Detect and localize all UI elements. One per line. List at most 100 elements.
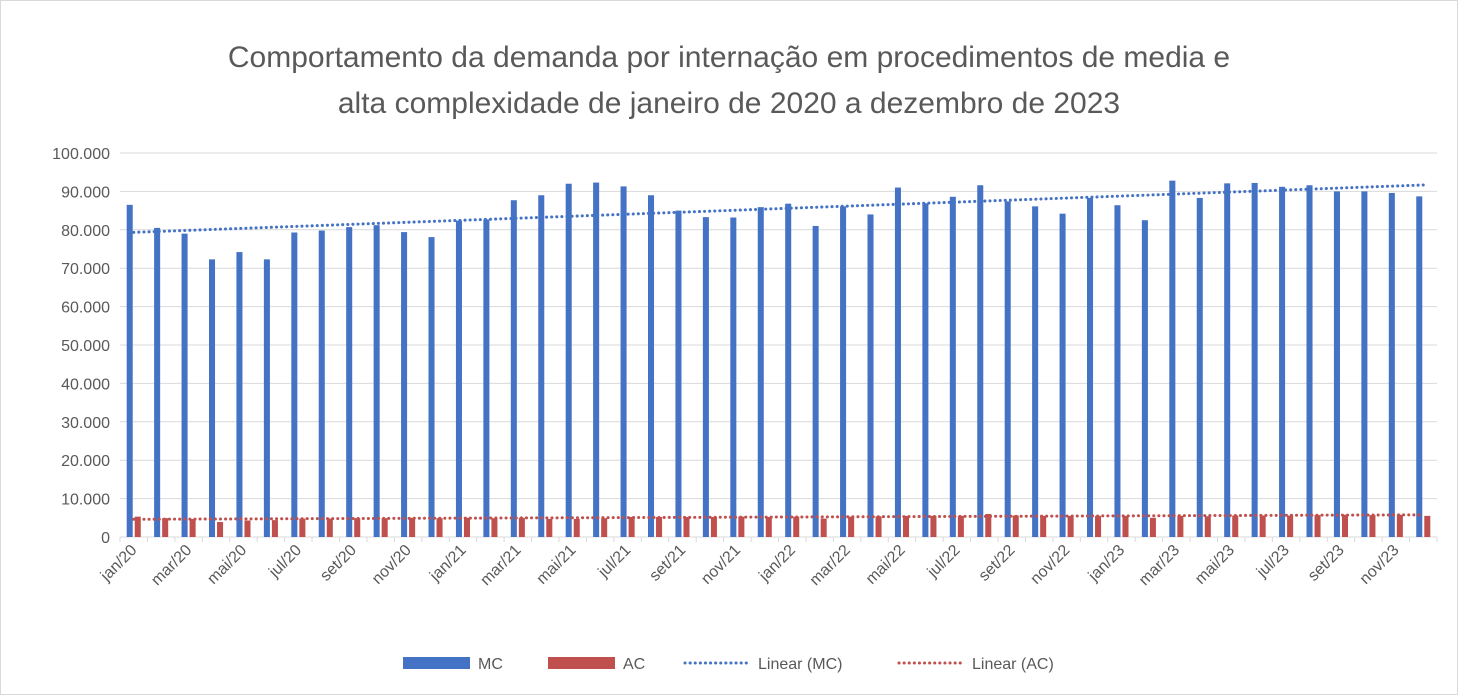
bar <box>1333 191 1340 537</box>
bar <box>1232 515 1239 537</box>
bar <box>162 518 169 537</box>
bar <box>1396 514 1403 537</box>
y-tick-label: 50.000 <box>61 338 110 355</box>
y-tick-label: 10.000 <box>61 492 110 509</box>
bar <box>601 518 608 537</box>
bar <box>875 516 882 537</box>
bar <box>710 517 717 537</box>
bar <box>181 233 188 537</box>
bar <box>1141 220 1148 537</box>
bar <box>1314 515 1321 537</box>
bar <box>848 516 855 537</box>
bar <box>675 210 682 537</box>
bar <box>647 195 655 538</box>
bar <box>1040 515 1047 537</box>
bar <box>867 214 874 537</box>
bar <box>263 259 270 537</box>
trendline <box>132 183 1425 234</box>
bar <box>949 196 956 537</box>
bar <box>593 182 600 537</box>
bar <box>840 206 847 537</box>
bar <box>126 204 133 537</box>
bar <box>1196 197 1203 538</box>
bar <box>957 515 964 537</box>
bar <box>820 518 827 537</box>
bar <box>785 203 792 538</box>
y-tick-label: 0 <box>101 530 110 547</box>
legend-swatch <box>548 657 615 669</box>
chart-title: alta complexidade de janeiro de 2020 a d… <box>338 87 1120 120</box>
bar <box>1224 183 1231 537</box>
bar <box>1004 201 1011 537</box>
bar <box>236 252 243 537</box>
bar <box>1032 206 1039 537</box>
y-tick-label: 30.000 <box>61 415 110 432</box>
bar <box>271 520 278 537</box>
y-tick-label: 20.000 <box>61 453 110 470</box>
bar <box>922 203 929 537</box>
bar <box>217 522 224 537</box>
chart-title: Comportamento da demanda por internação … <box>228 41 1230 74</box>
bar <box>1095 515 1102 537</box>
bar <box>1086 197 1094 538</box>
bar <box>1287 515 1294 537</box>
bar <box>730 217 737 537</box>
bar <box>346 227 353 537</box>
bar <box>326 518 333 537</box>
bar <box>518 517 525 537</box>
bar <box>1012 515 1019 537</box>
bar <box>573 518 580 537</box>
bar <box>1149 517 1156 537</box>
legend-swatch <box>403 657 470 669</box>
bar <box>299 518 306 537</box>
bar <box>765 517 772 537</box>
bar <box>620 186 627 537</box>
bar <box>1424 515 1431 537</box>
bar <box>455 220 462 538</box>
legend-label: MC <box>478 656 503 673</box>
bar <box>1341 514 1349 537</box>
bar <box>1369 515 1376 537</box>
bar <box>134 516 141 537</box>
bar <box>1416 196 1423 537</box>
y-tick-label: 100.000 <box>52 146 110 163</box>
bar <box>793 516 800 537</box>
bar <box>1067 515 1074 537</box>
bar <box>546 518 553 537</box>
y-tick-label: 60.000 <box>61 300 110 317</box>
bar <box>628 517 635 537</box>
bar <box>244 520 251 537</box>
bar <box>757 207 764 538</box>
bar <box>1169 180 1176 537</box>
bar <box>436 518 443 537</box>
bar <box>1059 213 1066 537</box>
bar <box>291 232 298 537</box>
bar <box>894 187 901 537</box>
bar <box>930 515 937 537</box>
bar <box>381 518 388 537</box>
bar <box>401 232 408 537</box>
bar <box>354 518 361 537</box>
y-tick-label: 40.000 <box>61 376 110 393</box>
bar <box>1251 182 1258 537</box>
bar <box>538 195 545 538</box>
bar <box>409 517 416 537</box>
bar <box>1361 191 1368 537</box>
y-tick-label: 80.000 <box>61 223 110 240</box>
y-tick-label: 90.000 <box>61 184 110 201</box>
bar <box>985 513 992 537</box>
bar <box>738 516 745 537</box>
bar <box>463 517 471 537</box>
bar <box>1279 186 1286 538</box>
trendline <box>132 513 1425 521</box>
bar <box>812 225 819 537</box>
bar <box>428 237 435 537</box>
bar <box>1204 516 1211 537</box>
bar <box>483 219 490 537</box>
bar <box>702 217 709 538</box>
bar <box>1306 185 1313 538</box>
bar <box>491 518 498 537</box>
bar <box>656 517 663 537</box>
